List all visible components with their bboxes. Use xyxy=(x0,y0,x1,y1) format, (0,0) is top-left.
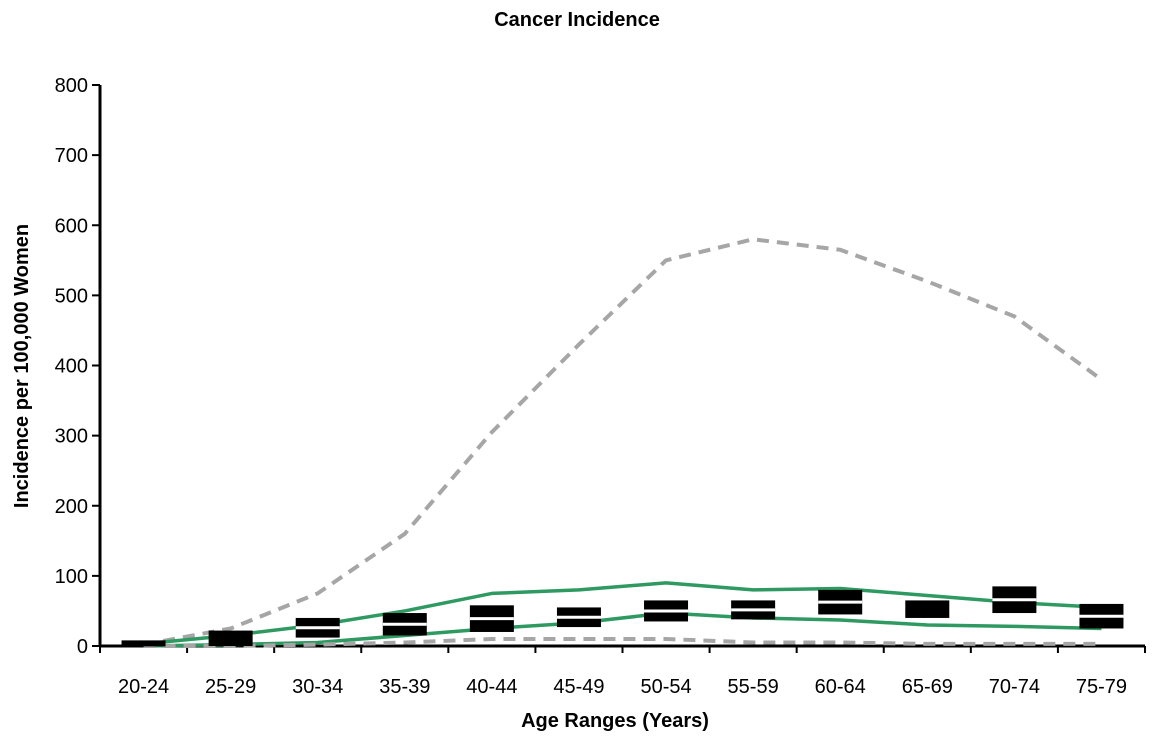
x-tick-label: 75-79 xyxy=(1076,676,1127,698)
x-tick-label: 30-34 xyxy=(292,676,343,698)
x-axis-label: Age Ranges (Years) xyxy=(521,710,709,732)
plot-area: 0 100 200 300 400 500 600 700 800 20-24 25-29 30-34… xyxy=(55,75,1146,698)
x-tick-label: 65-69 xyxy=(902,676,953,698)
y-tick-label: 500 xyxy=(55,285,88,307)
series-line-2 xyxy=(143,581,1102,646)
y-tick-label: 300 xyxy=(55,426,88,448)
x-tick-label: 70-74 xyxy=(989,676,1040,698)
y-tick-label: 200 xyxy=(55,496,88,518)
x-tick-label: 50-54 xyxy=(640,676,691,698)
x-tick-label: 35-39 xyxy=(379,676,430,698)
y-tick-label: 600 xyxy=(55,215,88,237)
y-tick-label: 800 xyxy=(55,75,88,97)
x-tick-label: 55-59 xyxy=(728,676,779,698)
series-line-3 xyxy=(143,611,1102,648)
y-axis-label: Incidence per 100,000 Women xyxy=(11,224,33,508)
x-tick-label: 40-44 xyxy=(466,676,517,698)
range-box xyxy=(208,630,253,646)
y-tick-label: 0 xyxy=(77,636,88,658)
range-box xyxy=(905,600,950,618)
x-tick-label: 60-64 xyxy=(815,676,866,698)
x-tick-label: 20-24 xyxy=(118,676,169,698)
series-line-1 xyxy=(143,237,1103,647)
range-box xyxy=(121,640,166,647)
x-tick-label: 25-29 xyxy=(205,676,256,698)
chart-title: Cancer Incidence xyxy=(494,9,660,31)
y-tick-label: 400 xyxy=(55,356,88,378)
y-tick-label: 700 xyxy=(55,145,88,167)
y-tick-label: 100 xyxy=(55,566,88,588)
x-tick-label: 45-49 xyxy=(553,676,604,698)
